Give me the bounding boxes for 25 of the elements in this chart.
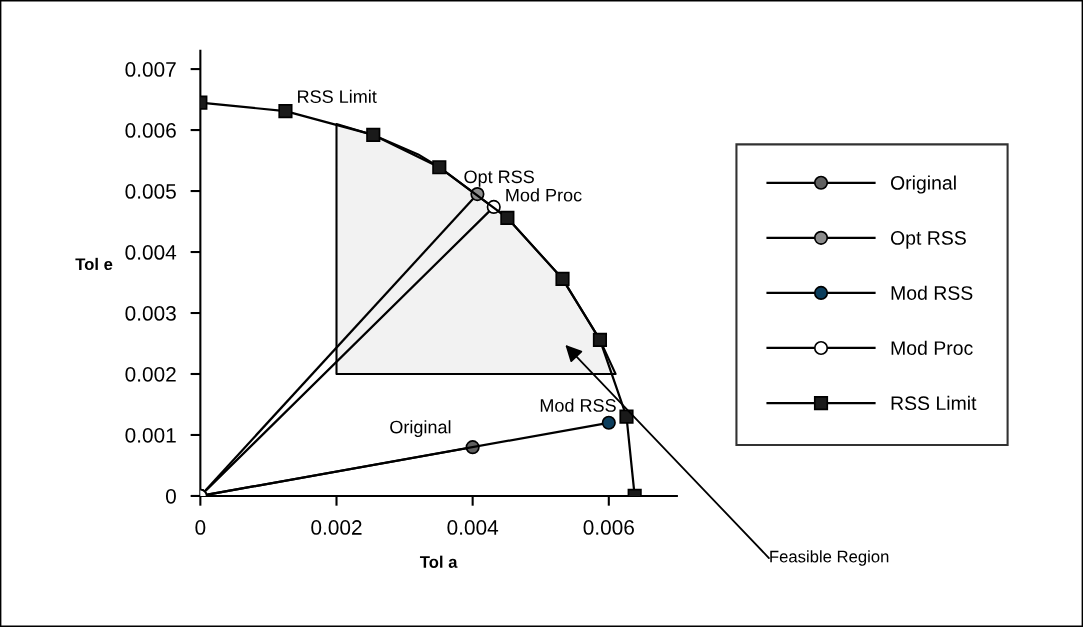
series-label: Opt RSS (464, 170, 534, 187)
y-tick-label: 0.007 (125, 62, 176, 77)
text: Feasible Region (770, 550, 889, 566)
y-tick-label: 0.006 (125, 123, 176, 138)
series-label: Mod RSS (540, 398, 616, 412)
text: Original (890, 175, 956, 194)
x-tick-label: 0.002 (311, 520, 362, 535)
y-tick-label: 0.004 (125, 245, 177, 260)
series-label: Mod Proc (506, 188, 582, 202)
x-tick-label: 0.006 (583, 520, 634, 535)
series-label: RSS Limit (298, 89, 377, 103)
text: Opt RSS (890, 231, 966, 249)
x-axis-title: Tol a (419, 555, 458, 568)
text: RSS Limit (891, 395, 977, 411)
y-tick-label: 0 (165, 488, 176, 504)
text: Mod RSS (891, 285, 973, 300)
text: Mod Proc (891, 340, 973, 355)
x-tick-label: 0.004 (447, 520, 499, 535)
y-tick-label: 0.003 (125, 306, 176, 321)
series-label: Original (390, 420, 451, 438)
y-tick-label: 0.002 (125, 366, 176, 382)
y-axis-title: Tol e (75, 257, 113, 271)
y-tick-label: 0.001 (125, 427, 176, 443)
x-tick-label: 0 (195, 520, 206, 535)
y-tick-label: 0.005 (125, 184, 176, 199)
